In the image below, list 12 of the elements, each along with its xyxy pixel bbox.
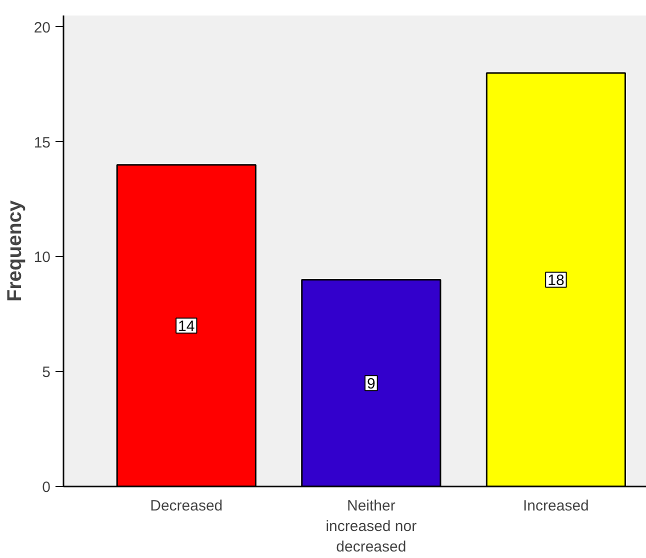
- data-label: 18: [548, 272, 564, 290]
- y-axis-title: Frequency: [4, 200, 26, 302]
- x-tick-label: Increased: [523, 498, 589, 514]
- x-tick-label: Decreased: [150, 498, 223, 514]
- y-tick-label: 5: [42, 364, 50, 382]
- data-label: 9: [367, 376, 376, 393]
- y-tick-label: 15: [34, 134, 51, 152]
- y-tick-label: 0: [42, 479, 50, 496]
- data-label: 14: [178, 318, 195, 336]
- x-tick-label: Neither increased nor decreased: [326, 498, 417, 556]
- y-tick-label: 10: [34, 249, 51, 266]
- y-tick-label: 20: [34, 19, 51, 36]
